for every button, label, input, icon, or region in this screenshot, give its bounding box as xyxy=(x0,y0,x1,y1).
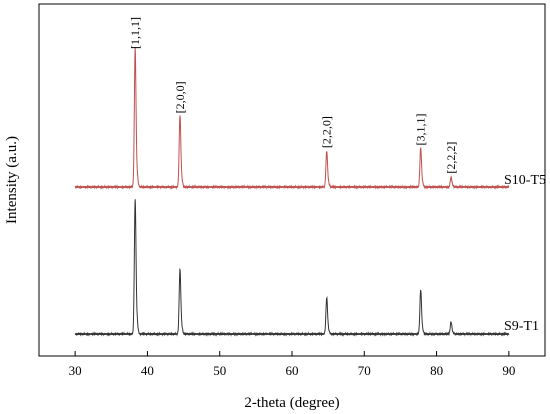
y-axis-label: Intensity (a.u.) xyxy=(4,136,20,224)
series-label: S9-T1 xyxy=(504,319,539,334)
x-tick-label: 60 xyxy=(286,363,299,378)
series-label: S10-T5 xyxy=(504,173,546,188)
x-tick-label: 50 xyxy=(213,363,226,378)
plot-frame xyxy=(38,3,546,357)
peak-annotation: [1,1,1] xyxy=(128,17,142,49)
series-layer: S10-T5 S9-T1 xyxy=(74,47,546,337)
annotation-layer: [1,1,1] [2,0,0] [2,2,0] [3,1,1] [2,2,2] xyxy=(128,17,458,174)
peak-annotation: [2,2,0] xyxy=(320,116,334,148)
peak-annotation: [2,0,0] xyxy=(173,81,187,113)
x-tick-label: 90 xyxy=(502,363,515,378)
x-tick-label: 80 xyxy=(430,363,443,378)
series-line-s10-t5 xyxy=(74,47,510,190)
x-tick-label: 30 xyxy=(69,363,82,378)
peak-annotation: [3,1,1] xyxy=(414,113,428,145)
x-tick-label: 40 xyxy=(141,363,154,378)
peak-annotation: [2,2,2] xyxy=(444,142,458,174)
x-tick-label: 70 xyxy=(358,363,371,378)
x-axis-label: 2-theta (degree) xyxy=(244,395,339,411)
x-ticks: 30 40 50 60 70 80 90 xyxy=(69,351,515,378)
series-line-s9-t1 xyxy=(74,199,510,337)
